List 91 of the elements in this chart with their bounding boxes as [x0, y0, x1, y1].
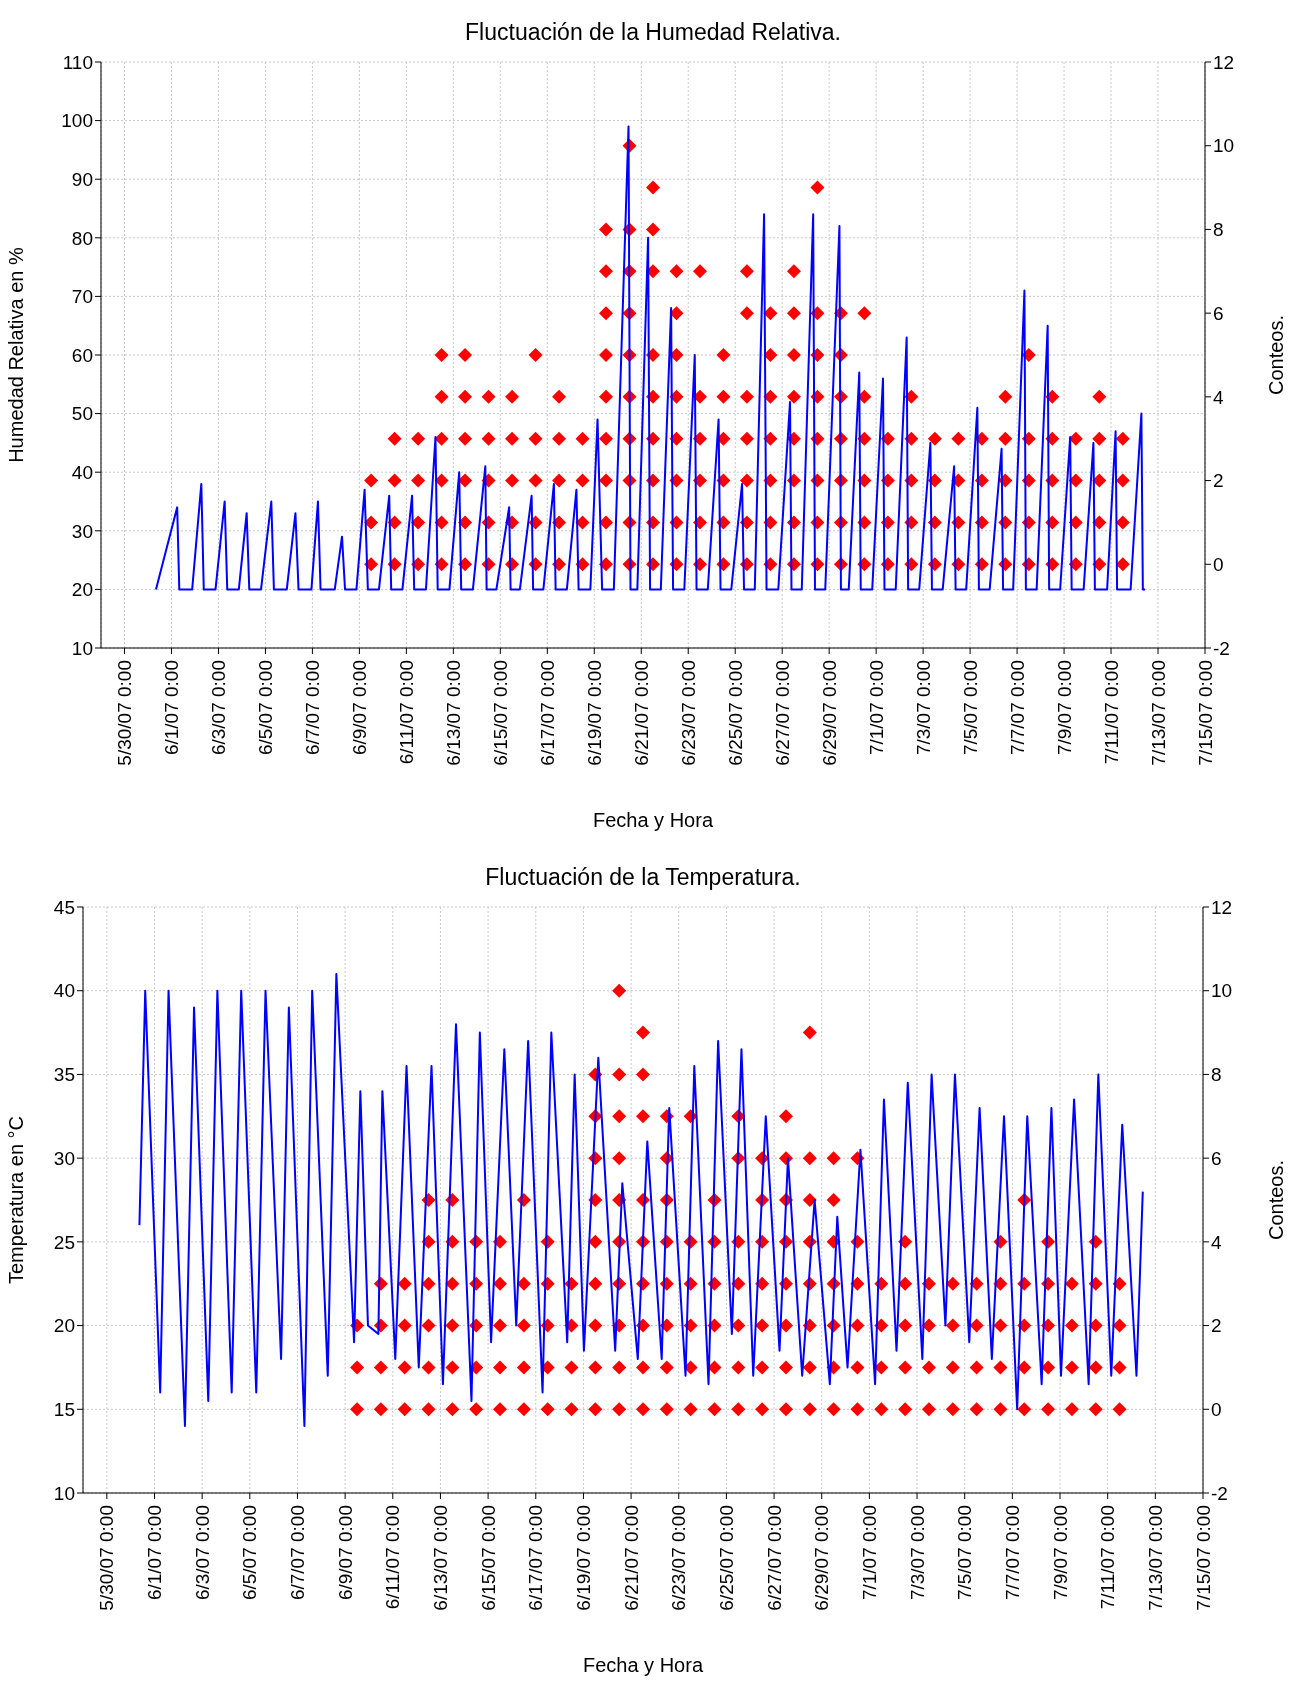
y2-tick-label: 2	[1211, 1315, 1222, 1337]
x-tick-label: 7/13/07 0:00	[1147, 660, 1169, 766]
x-tick-label: 6/25/07 0:00	[715, 1505, 737, 1611]
y-tick-label: 30	[71, 520, 93, 542]
y-axis-title: Humedad Relativa en %	[5, 246, 28, 463]
y2-tick-label: 6	[1213, 302, 1224, 324]
x-tick-label: 7/7/07 0:00	[1006, 660, 1028, 756]
x-axis-title: Fecha y Hora	[581, 1653, 705, 1677]
x-tick-label: 6/23/07 0:00	[677, 660, 699, 766]
x-tick-label: 6/1/07 0:00	[160, 660, 182, 756]
y-tick-label: 10	[53, 1482, 75, 1504]
y-tick-label: 25	[53, 1231, 75, 1253]
x-tick-label: 6/9/07 0:00	[348, 660, 370, 756]
y2-tick-label: 12	[1213, 51, 1235, 73]
y-tick-label: 100	[61, 110, 93, 132]
y2-tick-label: 6	[1211, 1147, 1222, 1169]
x-tick-label: 6/15/07 0:00	[489, 660, 511, 766]
x-tick-label: 6/29/07 0:00	[811, 1505, 833, 1611]
y-tick-label: 50	[71, 403, 93, 425]
x-tick-label: 7/7/07 0:00	[1001, 1505, 1023, 1601]
y-tick-label: 40	[71, 461, 93, 483]
y-tick-label: 70	[71, 286, 93, 308]
x-tick-label: 6/27/07 0:00	[763, 1505, 785, 1611]
y2-tick-label: 12	[1211, 896, 1233, 918]
x-tick-label: 6/13/07 0:00	[442, 660, 464, 766]
y-tick-label: 80	[71, 227, 93, 249]
x-tick-label: 7/5/07 0:00	[954, 1505, 976, 1601]
x-tick-label: 6/15/07 0:00	[477, 1505, 499, 1611]
x-tick-label: 6/23/07 0:00	[668, 1505, 690, 1611]
y2-tick-label: 8	[1211, 1064, 1222, 1086]
x-tick-label: 5/30/07 0:00	[113, 660, 135, 766]
x-tick-label: 6/19/07 0:00	[583, 660, 605, 766]
x-tick-label: 7/3/07 0:00	[912, 660, 934, 756]
y2-tick-label: 0	[1211, 1399, 1222, 1421]
y-tick-label: 45	[53, 896, 75, 918]
x-tick-label: 7/9/07 0:00	[1053, 660, 1075, 756]
y-axis-title: Temperatura en °C	[5, 1115, 28, 1285]
chart-title: Fluctuación de la Humedad Relativa.	[464, 19, 842, 45]
y2-tick-label: 8	[1213, 219, 1224, 241]
y-tick-label: 10	[71, 637, 93, 659]
x-tick-label: 6/7/07 0:00	[286, 1505, 308, 1601]
x-tick-label: 6/21/07 0:00	[620, 1505, 642, 1611]
y2-axis-title: Conteos.	[1265, 314, 1288, 396]
y2-tick-label: 2	[1213, 470, 1224, 492]
x-tick-label: 7/1/07 0:00	[865, 660, 887, 756]
x-tick-label: 6/9/07 0:00	[334, 1505, 356, 1601]
x-tick-label: 6/25/07 0:00	[724, 660, 746, 766]
y2-axis-title: Conteos.	[1265, 1159, 1288, 1241]
y-tick-label: 90	[71, 168, 93, 190]
y-tick-label: 30	[53, 1147, 75, 1169]
x-tick-label: 7/5/07 0:00	[959, 660, 981, 756]
x-axis-title: Fecha y Hora	[591, 808, 715, 832]
x-tick-label: 6/3/07 0:00	[207, 660, 229, 756]
x-tick-label: 7/11/07 0:00	[1100, 660, 1122, 765]
x-tick-label: 5/30/07 0:00	[96, 1505, 118, 1611]
y2-tick-label: -2	[1213, 637, 1230, 659]
chart-title: Fluctuación de la Temperatura.	[484, 864, 802, 890]
x-tick-label: 6/1/07 0:00	[143, 1505, 165, 1601]
y-tick-label: 20	[71, 579, 93, 601]
x-tick-label: 6/7/07 0:00	[301, 660, 323, 756]
y-tick-label: 60	[71, 344, 93, 366]
y-tick-label: 20	[53, 1315, 75, 1337]
y-tick-label: 110	[62, 51, 93, 73]
y2-tick-label: 0	[1213, 554, 1224, 576]
y-tick-label: 40	[53, 980, 75, 1002]
x-tick-label: 6/3/07 0:00	[191, 1505, 213, 1601]
x-tick-label: 6/17/07 0:00	[525, 1505, 547, 1611]
x-tick-label: 6/19/07 0:00	[572, 1505, 594, 1611]
x-tick-label: 6/11/07 0:00	[395, 660, 417, 765]
y2-tick-label: 4	[1211, 1231, 1222, 1253]
x-tick-label: 6/5/07 0:00	[239, 1505, 261, 1601]
x-tick-label: 7/15/07 0:00	[1194, 660, 1216, 766]
y2-tick-label: 10	[1213, 135, 1235, 157]
x-tick-label: 7/15/07 0:00	[1192, 1505, 1214, 1611]
x-tick-label: 6/17/07 0:00	[536, 660, 558, 766]
x-tick-label: 7/11/07 0:00	[1097, 1505, 1119, 1610]
x-tick-label: 7/1/07 0:00	[858, 1505, 880, 1601]
y-tick-label: 35	[53, 1064, 75, 1086]
x-tick-label: 6/5/07 0:00	[254, 660, 276, 756]
x-tick-label: 6/21/07 0:00	[630, 660, 652, 766]
y2-tick-label: -2	[1211, 1482, 1228, 1504]
y2-tick-label: 10	[1211, 980, 1233, 1002]
y-tick-label: 15	[53, 1399, 75, 1421]
x-tick-label: 7/9/07 0:00	[1049, 1505, 1071, 1601]
x-tick-label: 6/13/07 0:00	[429, 1505, 451, 1611]
y2-tick-label: 4	[1213, 386, 1224, 408]
x-tick-label: 6/11/07 0:00	[382, 1505, 404, 1610]
x-tick-label: 6/27/07 0:00	[771, 660, 793, 766]
x-tick-label: 7/3/07 0:00	[906, 1505, 928, 1601]
x-tick-label: 6/29/07 0:00	[818, 660, 840, 766]
x-tick-label: 7/13/07 0:00	[1144, 1505, 1166, 1611]
